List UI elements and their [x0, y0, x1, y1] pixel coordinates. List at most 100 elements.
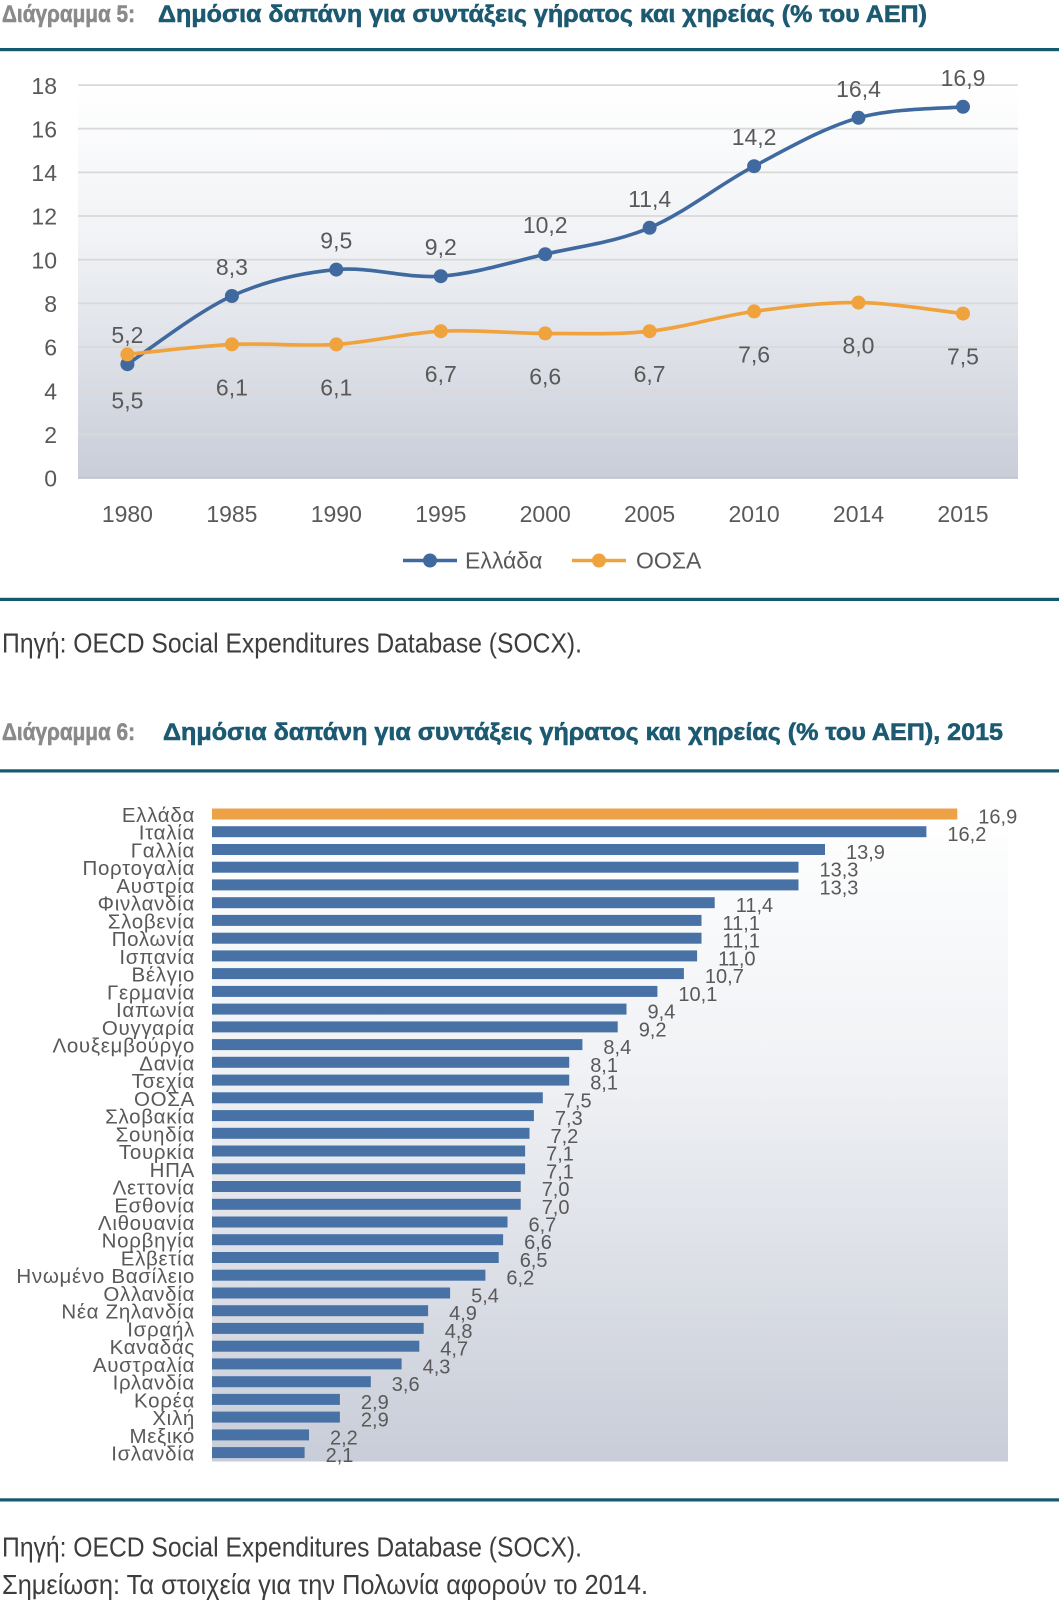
- svg-text:Λουξεμβούργο: Λουξεμβούργο: [52, 1035, 195, 1058]
- svg-text:6,6: 6,6: [524, 1232, 552, 1254]
- svg-text:6,1: 6,1: [320, 374, 352, 400]
- svg-text:5,2: 5,2: [111, 322, 143, 348]
- svg-text:Ελλάδα: Ελλάδα: [465, 548, 542, 574]
- svg-text:6,7: 6,7: [634, 361, 666, 387]
- svg-text:2,2: 2,2: [330, 1427, 358, 1449]
- svg-text:2,9: 2,9: [361, 1392, 389, 1414]
- svg-text:Εσθονία: Εσθονία: [114, 1194, 195, 1217]
- svg-text:2,1: 2,1: [326, 1445, 354, 1467]
- svg-text:18: 18: [31, 73, 57, 99]
- svg-text:ΗΠΑ: ΗΠΑ: [150, 1159, 195, 1182]
- svg-text:13,9: 13,9: [846, 842, 885, 864]
- svg-text:Νορβηγία: Νορβηγία: [102, 1230, 195, 1253]
- svg-text:Γαλλία: Γαλλία: [131, 840, 195, 863]
- svg-text:Ελλάδα: Ελλάδα: [122, 804, 195, 827]
- svg-text:9,4: 9,4: [648, 1002, 676, 1024]
- svg-text:5,4: 5,4: [471, 1286, 499, 1308]
- svg-text:1985: 1985: [206, 501, 257, 527]
- svg-text:Μεξικό: Μεξικό: [129, 1425, 195, 1448]
- svg-text:6,6: 6,6: [529, 363, 561, 389]
- svg-text:2000: 2000: [520, 501, 571, 527]
- svg-text:7,0: 7,0: [542, 1179, 570, 1201]
- svg-text:Σουηδία: Σουηδία: [116, 1123, 195, 1146]
- svg-text:Κορέα: Κορέα: [134, 1389, 195, 1412]
- svg-text:7,2: 7,2: [551, 1126, 579, 1148]
- svg-text:2: 2: [44, 422, 57, 448]
- svg-text:Δανία: Δανία: [139, 1052, 195, 1075]
- svg-text:14,2: 14,2: [732, 124, 777, 150]
- svg-text:7,0: 7,0: [542, 1197, 570, 1219]
- svg-text:Διάγραμμα 6:: Διάγραμμα 6:: [2, 719, 135, 746]
- svg-text:8,3: 8,3: [216, 254, 248, 280]
- svg-text:6: 6: [44, 335, 57, 361]
- svg-text:Λιθουανία: Λιθουανία: [98, 1212, 195, 1235]
- svg-text:Αυστραλία: Αυστραλία: [93, 1354, 195, 1377]
- svg-text:Διάγραμμα 5:: Διάγραμμα 5:: [2, 1, 135, 28]
- svg-text:13,3: 13,3: [820, 877, 859, 899]
- svg-text:Νέα Ζηλανδία: Νέα Ζηλανδία: [61, 1301, 195, 1324]
- svg-text:8,0: 8,0: [843, 333, 875, 359]
- svg-text:1995: 1995: [415, 501, 466, 527]
- svg-text:13,3: 13,3: [820, 860, 859, 882]
- svg-text:2010: 2010: [729, 501, 780, 527]
- svg-text:9,5: 9,5: [320, 228, 352, 254]
- svg-text:1990: 1990: [311, 501, 362, 527]
- svg-text:Ολλανδία: Ολλανδία: [103, 1283, 195, 1306]
- svg-text:12: 12: [31, 204, 57, 230]
- svg-text:9,2: 9,2: [425, 234, 457, 260]
- svg-text:ΟΟΣΑ: ΟΟΣΑ: [134, 1088, 195, 1111]
- svg-text:7,6: 7,6: [738, 341, 770, 367]
- svg-text:4,3: 4,3: [423, 1356, 451, 1378]
- svg-text:10: 10: [31, 247, 57, 273]
- svg-text:2014: 2014: [833, 501, 884, 527]
- svg-text:11,4: 11,4: [628, 186, 671, 212]
- svg-text:11,4: 11,4: [736, 895, 773, 917]
- svg-text:10,2: 10,2: [523, 212, 568, 238]
- svg-text:Σημείωση: Τα στοιχεία για την: Σημείωση: Τα στοιχεία για την Πολωνία αφ…: [2, 1569, 648, 1600]
- svg-text:8,1: 8,1: [590, 1055, 618, 1077]
- svg-text:Γερμανία: Γερμανία: [107, 981, 195, 1004]
- svg-text:Ηνωμένο Βασίλειο: Ηνωμένο Βασίλειο: [16, 1265, 195, 1288]
- svg-text:16,9: 16,9: [941, 65, 986, 91]
- svg-text:0: 0: [44, 466, 57, 492]
- svg-text:Δημόσια δαπάνη για συντάξεις γ: Δημόσια δαπάνη για συντάξεις γήρατος και…: [163, 719, 1003, 746]
- svg-text:16,9: 16,9: [978, 807, 1017, 829]
- svg-text:Αυστρία: Αυστρία: [116, 875, 195, 898]
- svg-text:1980: 1980: [102, 501, 153, 527]
- svg-text:Ισπανία: Ισπανία: [119, 946, 195, 969]
- svg-text:16: 16: [31, 116, 57, 142]
- svg-text:14: 14: [31, 160, 57, 186]
- svg-text:2005: 2005: [624, 501, 675, 527]
- svg-text:9,2: 9,2: [639, 1019, 667, 1041]
- svg-text:Λεττονία: Λεττονία: [113, 1177, 195, 1200]
- svg-text:6,7: 6,7: [425, 361, 457, 387]
- svg-text:Πορτογαλία: Πορτογαλία: [82, 857, 195, 880]
- svg-text:6,2: 6,2: [506, 1268, 534, 1290]
- svg-text:7,1: 7,1: [546, 1144, 574, 1166]
- svg-text:6,7: 6,7: [529, 1215, 557, 1237]
- svg-text:8,4: 8,4: [603, 1037, 631, 1059]
- svg-text:11,1: 11,1: [723, 913, 760, 935]
- svg-text:3,6: 3,6: [392, 1374, 420, 1396]
- svg-text:7,5: 7,5: [564, 1090, 592, 1112]
- svg-text:6,1: 6,1: [216, 374, 248, 400]
- svg-text:Τουρκία: Τουρκία: [119, 1141, 195, 1164]
- svg-text:10,7: 10,7: [705, 966, 744, 988]
- svg-text:Ισλανδία: Ισλανδία: [111, 1443, 195, 1466]
- svg-text:5,5: 5,5: [111, 387, 143, 413]
- svg-text:6,5: 6,5: [520, 1250, 548, 1272]
- svg-text:4,7: 4,7: [440, 1339, 468, 1361]
- svg-text:Ισραήλ: Ισραήλ: [127, 1318, 195, 1341]
- svg-text:Βέλγιο: Βέλγιο: [132, 964, 195, 987]
- svg-text:4: 4: [44, 378, 57, 404]
- svg-text:ΟΟΣΑ: ΟΟΣΑ: [636, 548, 702, 574]
- svg-text:10,1: 10,1: [678, 984, 717, 1006]
- svg-text:Ιρλανδία: Ιρλανδία: [113, 1372, 195, 1395]
- svg-text:8,1: 8,1: [590, 1073, 618, 1095]
- svg-text:11,0: 11,0: [718, 948, 755, 970]
- svg-text:16,4: 16,4: [836, 76, 881, 102]
- svg-text:4,9: 4,9: [449, 1303, 477, 1325]
- svg-text:Τσεχία: Τσεχία: [132, 1070, 195, 1093]
- svg-text:Ουγγαρία: Ουγγαρία: [102, 1017, 195, 1040]
- svg-text:Πηγή: OECD Social Expenditures: Πηγή: OECD Social Expenditures Database …: [2, 628, 582, 659]
